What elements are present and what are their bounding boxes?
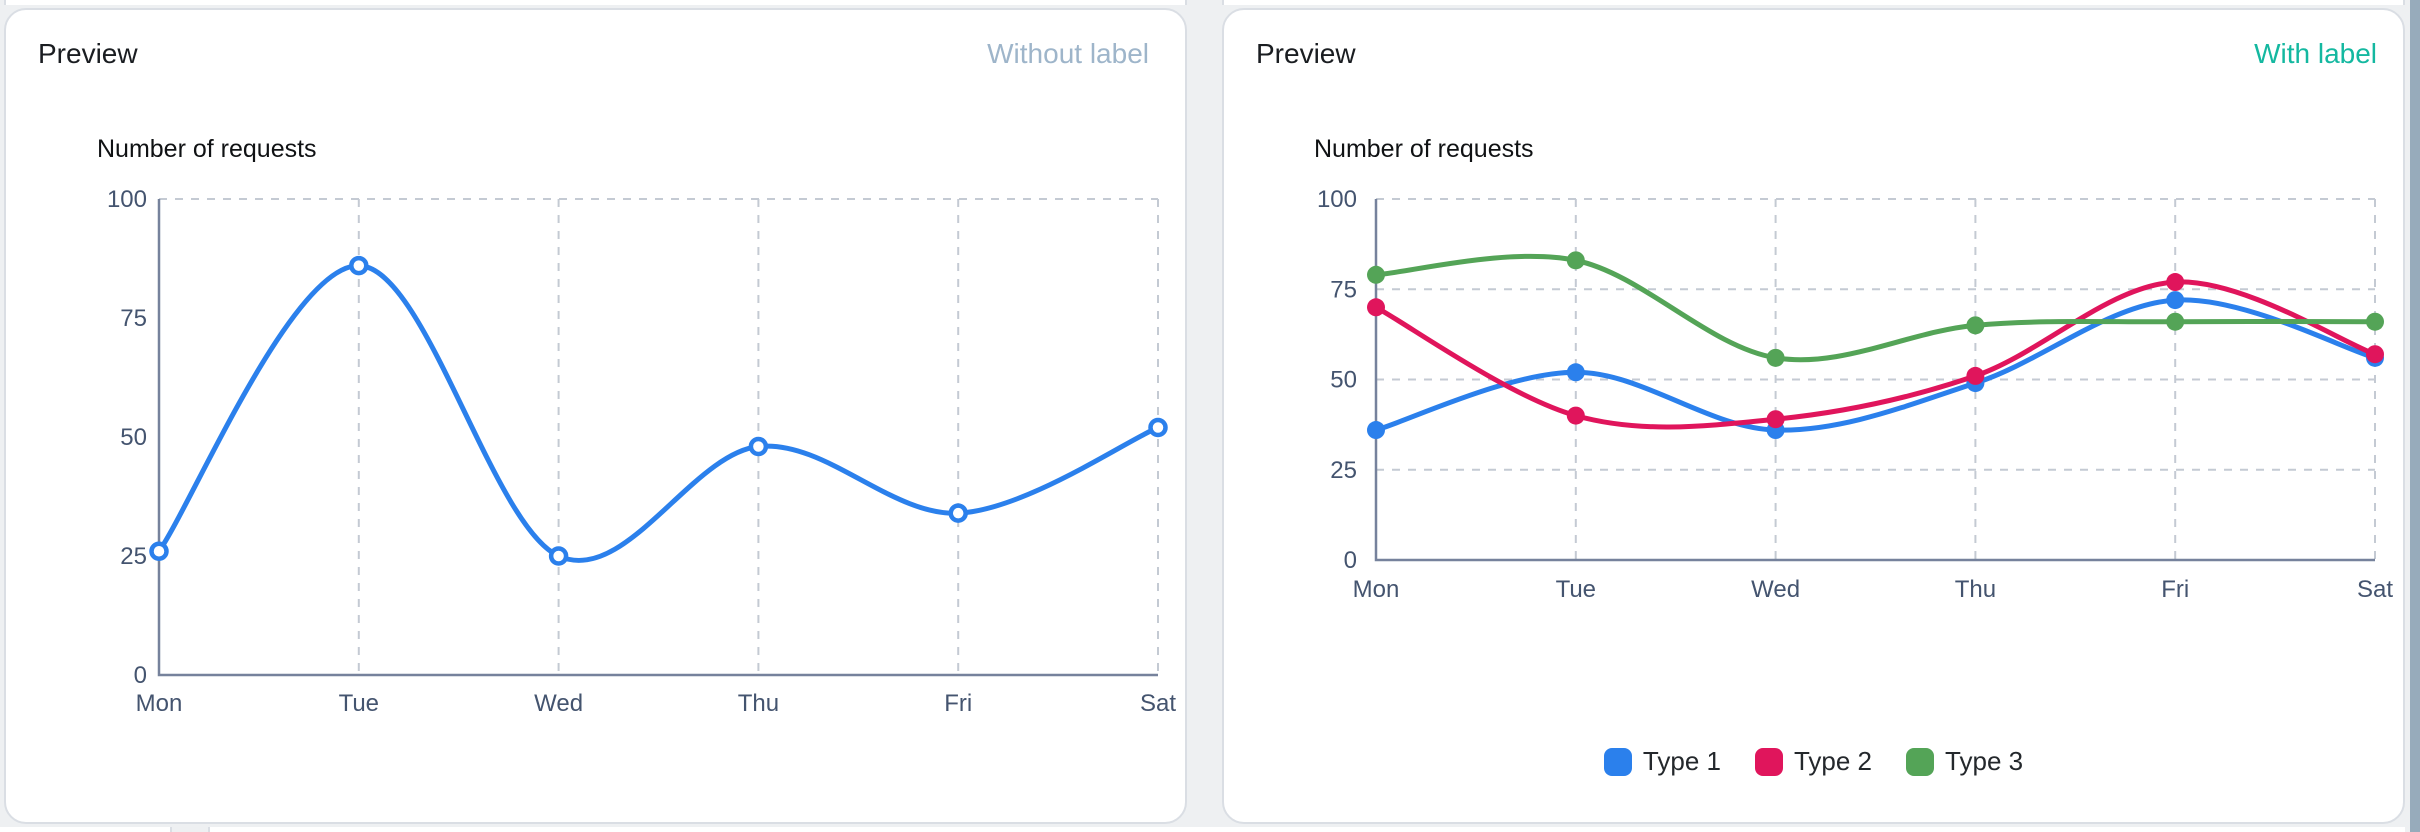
data-point xyxy=(149,541,169,561)
data-point xyxy=(1367,298,1385,317)
x-tick-label: Mon xyxy=(1353,576,1400,603)
x-tick-label: Wed xyxy=(534,690,583,717)
right-edge-strip xyxy=(2410,0,2420,832)
chart-title: Number of requests xyxy=(97,135,317,163)
card-above-left-edge xyxy=(4,0,1187,5)
data-point xyxy=(1766,348,1785,367)
variant-watermark: With label xyxy=(2254,38,2377,69)
data-point xyxy=(548,546,569,566)
y-tick-label: 0 xyxy=(134,662,147,689)
legend-item[interactable]: Type 1 xyxy=(1603,746,1721,777)
preview-card-without-label: Preview Without label Number of requests… xyxy=(4,8,1187,824)
card-title: Preview xyxy=(1256,38,1356,69)
x-tick-label: Thu xyxy=(738,690,779,717)
axis-lines xyxy=(157,199,1158,677)
y-tick-label: 75 xyxy=(120,305,147,332)
legend-swatch-icon xyxy=(1906,747,1935,776)
data-point xyxy=(1566,406,1585,425)
data-point xyxy=(2166,291,2185,310)
data-point xyxy=(1566,363,1585,382)
x-tick-label: Thu xyxy=(1955,576,1996,603)
x-tick-label: Sat xyxy=(2357,576,2393,603)
requests-line-chart: 0 25 50 75 100 Mon Tue Wed Thu Fri Sat xyxy=(107,186,1176,717)
y-tick-label: 25 xyxy=(120,543,147,570)
data-point xyxy=(1367,421,1385,440)
data-point xyxy=(1566,251,1585,270)
data-point xyxy=(1367,265,1385,284)
legend-label: Type 2 xyxy=(1793,746,1873,776)
y-tick-label: 50 xyxy=(120,424,147,451)
card-above-right-edge xyxy=(1222,0,2405,5)
data-point xyxy=(1766,410,1785,429)
x-tick-label: Fri xyxy=(944,690,972,717)
y-tick-label: 0 xyxy=(1344,547,1357,574)
data-point xyxy=(349,255,369,276)
data-point xyxy=(1148,417,1168,438)
data-point xyxy=(2366,345,2384,364)
data-point xyxy=(2166,273,2185,292)
y-tick-label: 25 xyxy=(1330,457,1357,484)
series-line xyxy=(1373,297,2378,433)
legend-label: Type 3 xyxy=(1945,746,2024,776)
data-point xyxy=(748,436,769,457)
axis-lines xyxy=(1374,199,2375,562)
card-header: Preview With label xyxy=(1224,38,2403,74)
x-tick-label: Sat xyxy=(1140,690,1176,717)
y-tick-label: 100 xyxy=(1317,186,1357,213)
legend-item[interactable]: Type 2 xyxy=(1754,746,1873,777)
data-point xyxy=(2166,312,2185,331)
legend-swatch-icon xyxy=(1603,747,1632,776)
data-point xyxy=(1966,366,1985,385)
legend-label: Type 1 xyxy=(1642,746,1721,776)
y-tick-label: 50 xyxy=(1330,367,1357,394)
chart-title: Number of requests xyxy=(1314,135,1534,163)
series-line xyxy=(156,263,1161,563)
x-tick-label: Tue xyxy=(339,690,379,717)
data-point xyxy=(2366,312,2384,331)
series-line xyxy=(1373,253,2378,363)
card-below-right-edge xyxy=(208,827,2405,832)
x-tick-label: Mon xyxy=(136,690,183,717)
y-tick-label: 75 xyxy=(1330,276,1357,303)
chart-legend: Type 1 Type 2 Type 3 xyxy=(1224,746,2403,777)
card-below-left-edge xyxy=(0,827,172,832)
legend-swatch-icon xyxy=(1754,747,1783,776)
preview-card-with-label: Preview With label Number of requests 0 2… xyxy=(1222,8,2405,824)
data-point xyxy=(948,503,968,523)
legend-item[interactable]: Type 3 xyxy=(1906,746,2023,777)
series-line xyxy=(1373,279,2378,430)
x-tick-label: Wed xyxy=(1751,576,1800,603)
card-header: Preview Without label xyxy=(6,38,1185,74)
y-tick-label: 100 xyxy=(107,186,147,213)
requests-line-chart-labeled: 0 25 50 75 100 Mon Tue Wed Thu Fri Sat xyxy=(1317,186,2393,603)
variant-watermark: Without label xyxy=(987,38,1149,69)
x-tick-label: Tue xyxy=(1556,576,1596,603)
x-tick-label: Fri xyxy=(2161,576,2189,603)
card-title: Preview xyxy=(38,38,138,69)
data-point xyxy=(1966,316,1985,335)
